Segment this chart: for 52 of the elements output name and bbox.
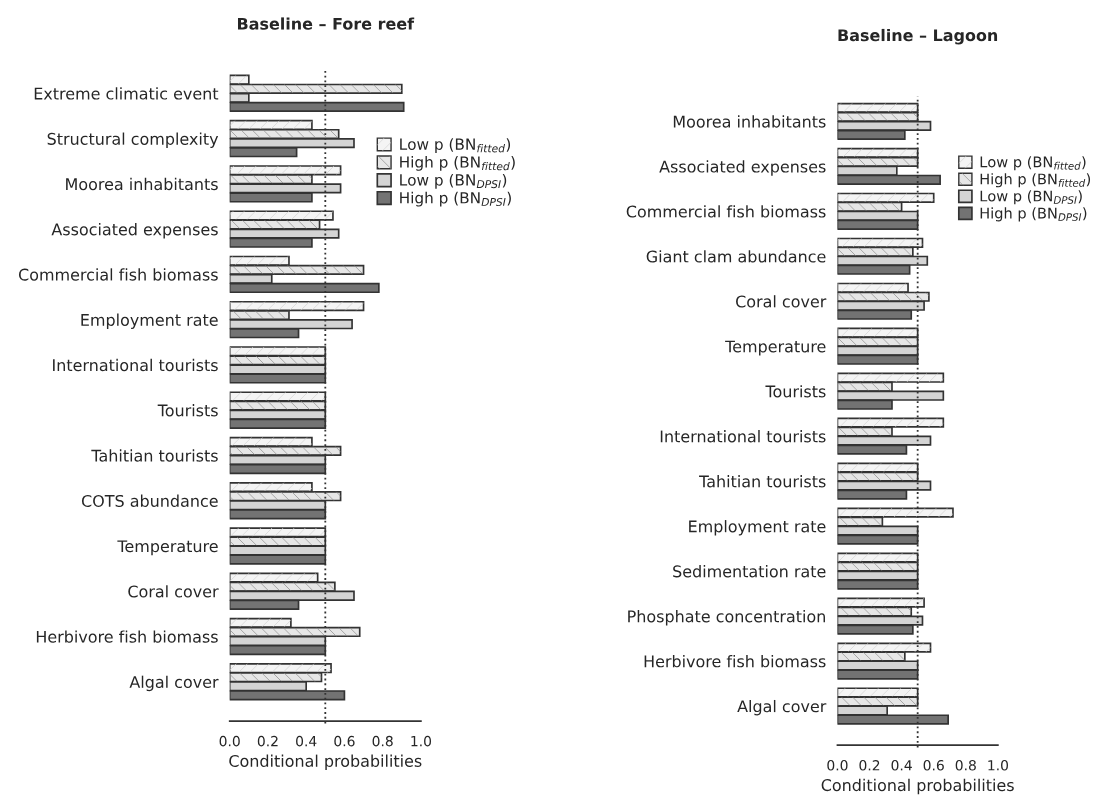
y-tick-label: International tourists — [660, 430, 826, 443]
x-axis-title: Conditional probabilities — [821, 778, 1014, 795]
y-tick-label: Tahitian tourists — [91, 449, 218, 462]
y-tick-label: COTS abundance — [81, 494, 218, 507]
y-tick-label: Associated expenses — [659, 160, 826, 176]
y-tick-label: Giant clam abundance — [646, 250, 826, 263]
y-tick-label: Temperature — [725, 340, 826, 356]
legend-label: Low p (BN$_{DPSI}$) — [980, 190, 1082, 205]
y-tick-label: Moorea inhabitants — [66, 177, 218, 191]
x-tick-label: 0.0 — [219, 735, 240, 747]
y-tick-label: Algal cover — [737, 699, 827, 716]
x-tick-label: 0.8 — [955, 760, 976, 771]
legend-label: Low p (BN$_{DPSI}$) — [400, 173, 507, 189]
y-tick-label: Tahitian tourists — [699, 475, 826, 488]
x-tick-label: 0.6 — [923, 760, 944, 771]
y-tick-label: Phosphate concentration — [628, 610, 825, 626]
legend-label: High p (BN$_{DPSI}$) — [400, 191, 511, 207]
x-tick-label: 1.0 — [411, 735, 432, 747]
x-tick-label: 0.2 — [859, 760, 880, 771]
y-tick-label: Temperature — [117, 540, 218, 556]
legend-label: Low p (BN$_{fitted}$) — [980, 156, 1086, 171]
y-tick-label: Commercial fish biomass — [626, 205, 826, 218]
x-tick-label: 0.0 — [827, 760, 848, 771]
y-tick-label: Algal cover — [129, 675, 219, 692]
x-tick-label: 0.6 — [334, 735, 355, 747]
y-tick-label: Employment rate — [81, 313, 218, 330]
legend-label: High p (BN$_{fitted}$) — [980, 173, 1091, 188]
y-tick-label: Herbivore fish biomass — [644, 654, 826, 668]
y-tick-label: Structural complexity — [47, 132, 219, 148]
legend-label: Low p (BN$_{fitted}$) — [400, 138, 511, 153]
y-tick-label: Herbivore fish biomass — [36, 630, 218, 643]
x-tick-label: 0.4 — [296, 735, 317, 747]
x-axis-title: Conditional probabilities — [229, 754, 422, 771]
y-tick-label: Tourists — [157, 404, 218, 417]
legend-label: High p (BN$_{fitted}$) — [400, 156, 515, 171]
y-tick-label: International tourists — [53, 358, 218, 372]
x-tick-label: 0.2 — [257, 735, 278, 747]
y-tick-label: Associated expenses — [51, 223, 218, 239]
y-tick-label: Coral cover — [736, 295, 827, 308]
y-tick-label: Extreme climatic event — [34, 87, 219, 100]
x-tick-label: 0.4 — [891, 760, 912, 771]
legend-label: High p (BN$_{DPSI}$) — [980, 207, 1087, 222]
x-tick-label: 0.8 — [372, 735, 393, 747]
y-tick-label: Employment rate — [689, 520, 826, 536]
chart-title: Baseline – Lagoon — [838, 28, 998, 45]
y-tick-label: Sedimentation rate — [673, 565, 826, 578]
y-tick-label: Moorea inhabitants — [673, 115, 826, 128]
y-tick-label: Coral cover — [128, 585, 219, 598]
x-tick-label: 1.0 — [988, 760, 1009, 771]
chart-title: Baseline – Fore reef — [237, 17, 415, 30]
y-tick-label: Commercial fish biomass — [18, 268, 218, 281]
y-tick-label: Tourists — [765, 385, 826, 398]
